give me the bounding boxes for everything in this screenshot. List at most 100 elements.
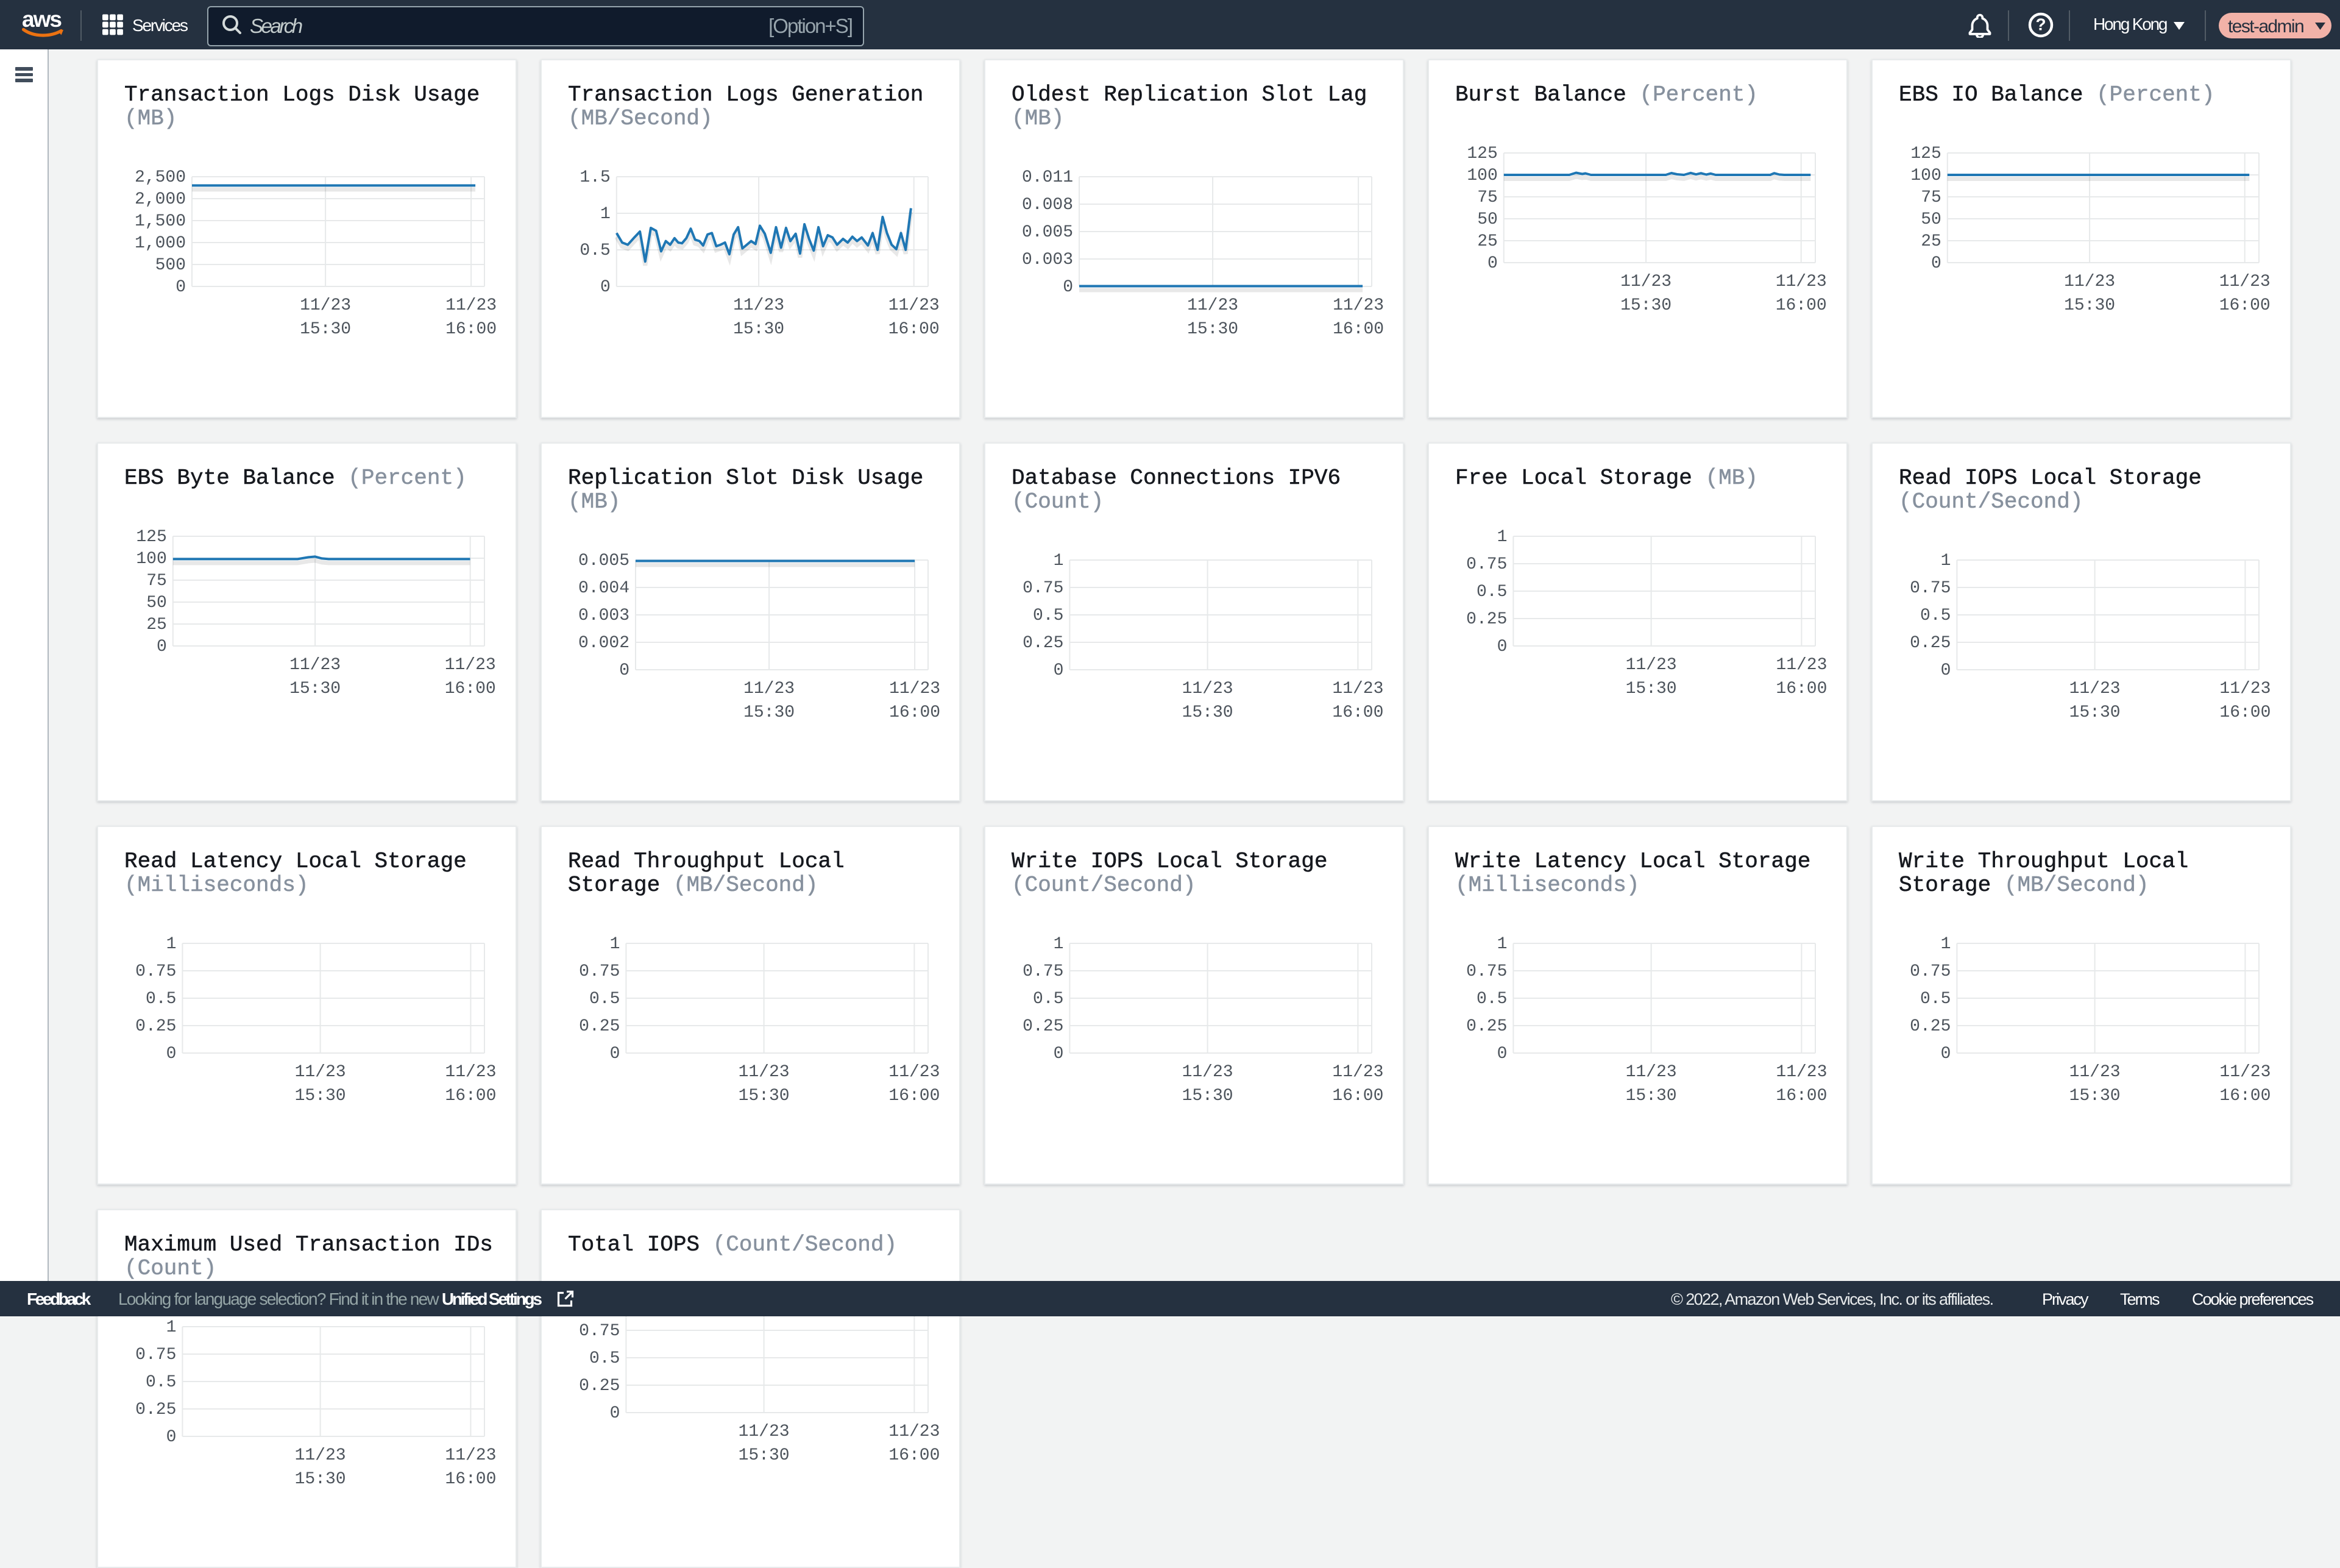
svg-text:11/23: 11/23 <box>1182 679 1233 698</box>
svg-text:aws: aws <box>22 10 62 32</box>
svg-text:0: 0 <box>1054 661 1064 680</box>
svg-text:1: 1 <box>600 205 611 224</box>
svg-text:16:00: 16:00 <box>2219 1087 2271 1105</box>
svg-text:11/23: 11/23 <box>739 1422 790 1441</box>
svg-text:0.5: 0.5 <box>146 990 176 1009</box>
svg-text:0.75: 0.75 <box>1466 962 1507 981</box>
svg-text:0.011: 0.011 <box>1022 168 1073 187</box>
svg-text:16:00: 16:00 <box>2219 703 2271 722</box>
svg-text:0: 0 <box>619 661 629 680</box>
svg-text:16:00: 16:00 <box>445 320 497 339</box>
svg-text:0.25: 0.25 <box>1466 1017 1507 1036</box>
svg-text:0.5: 0.5 <box>1033 990 1063 1009</box>
svg-text:16:00: 16:00 <box>445 679 496 698</box>
svg-text:50: 50 <box>1921 210 1941 229</box>
svg-text:16:00: 16:00 <box>1332 703 1383 722</box>
svg-text:0.75: 0.75 <box>1023 962 1063 981</box>
svg-text:100: 100 <box>1910 166 1941 185</box>
svg-text:125: 125 <box>1910 144 1941 163</box>
svg-text:15:30: 15:30 <box>2064 296 2115 315</box>
svg-text:11/23: 11/23 <box>1332 1063 1383 1082</box>
svg-text:0: 0 <box>1497 637 1508 656</box>
svg-text:11/23: 11/23 <box>2219 1063 2271 1082</box>
svg-text:0.75: 0.75 <box>1910 962 1951 981</box>
svg-text:0: 0 <box>1487 254 1498 273</box>
svg-text:11/23: 11/23 <box>2064 272 2115 291</box>
svg-text:0.25: 0.25 <box>1910 1017 1951 1036</box>
svg-text:0: 0 <box>1054 1045 1064 1063</box>
svg-text:16:00: 16:00 <box>888 1087 940 1105</box>
svg-text:11/23: 11/23 <box>889 679 940 698</box>
svg-text:0: 0 <box>157 637 167 656</box>
svg-text:0.5: 0.5 <box>589 1349 620 1368</box>
svg-text:0.5: 0.5 <box>146 1373 176 1392</box>
svg-text:15:30: 15:30 <box>1626 679 1677 698</box>
svg-text:11/23: 11/23 <box>295 1063 346 1082</box>
svg-text:25: 25 <box>1477 232 1498 251</box>
svg-text:0.5: 0.5 <box>1920 606 1951 625</box>
svg-text:0.008: 0.008 <box>1022 196 1073 215</box>
svg-text:100: 100 <box>1467 166 1497 185</box>
svg-text:15:30: 15:30 <box>2069 1087 2121 1105</box>
svg-text:2,000: 2,000 <box>135 190 186 209</box>
svg-text:0.5: 0.5 <box>1920 990 1951 1009</box>
svg-text:16:00: 16:00 <box>445 1087 496 1105</box>
svg-text:16:00: 16:00 <box>1776 679 1827 698</box>
svg-text:1,500: 1,500 <box>135 212 186 231</box>
svg-text:0: 0 <box>610 1045 620 1063</box>
svg-text:15:30: 15:30 <box>1626 1087 1677 1105</box>
svg-text:11/23: 11/23 <box>733 296 784 315</box>
svg-text:75: 75 <box>1477 188 1498 207</box>
svg-text:11/23: 11/23 <box>2069 679 2121 698</box>
svg-text:11/23: 11/23 <box>888 1422 940 1441</box>
svg-text:1: 1 <box>1054 552 1064 570</box>
svg-text:11/23: 11/23 <box>445 296 497 315</box>
svg-text:16:00: 16:00 <box>1776 1087 1827 1105</box>
svg-text:1,000: 1,000 <box>135 234 186 253</box>
svg-text:0: 0 <box>166 1428 177 1447</box>
svg-text:0.75: 0.75 <box>135 962 176 981</box>
svg-text:1: 1 <box>1497 935 1508 954</box>
svg-text:16:00: 16:00 <box>888 320 940 339</box>
svg-text:16:00: 16:00 <box>1333 320 1384 339</box>
svg-text:0.75: 0.75 <box>1466 555 1507 574</box>
svg-text:1: 1 <box>166 1318 177 1337</box>
svg-text:500: 500 <box>155 256 186 275</box>
svg-text:11/23: 11/23 <box>2219 679 2271 698</box>
svg-text:11/23: 11/23 <box>1620 272 1672 291</box>
svg-text:0.75: 0.75 <box>579 1322 620 1341</box>
svg-text:0.25: 0.25 <box>1466 610 1507 629</box>
svg-text:0.25: 0.25 <box>135 1400 176 1419</box>
svg-text:0: 0 <box>176 278 186 297</box>
svg-text:16:00: 16:00 <box>888 1446 940 1465</box>
svg-text:11/23: 11/23 <box>1776 272 1827 291</box>
svg-text:0.75: 0.75 <box>135 1346 176 1364</box>
svg-text:50: 50 <box>1477 210 1498 229</box>
svg-text:11/23: 11/23 <box>888 296 940 315</box>
svg-text:11/23: 11/23 <box>289 656 341 675</box>
svg-text:11/23: 11/23 <box>445 656 496 675</box>
svg-text:0.5: 0.5 <box>1033 606 1063 625</box>
svg-text:1: 1 <box>1941 935 1951 954</box>
svg-text:0.5: 0.5 <box>580 241 610 260</box>
svg-text:0.005: 0.005 <box>1022 223 1073 242</box>
svg-text:125: 125 <box>136 528 166 547</box>
svg-text:0.004: 0.004 <box>578 579 629 598</box>
svg-text:15:30: 15:30 <box>1182 703 1233 722</box>
svg-text:11/23: 11/23 <box>445 1446 496 1465</box>
svg-text:15:30: 15:30 <box>295 1087 346 1105</box>
svg-text:15:30: 15:30 <box>2069 703 2121 722</box>
svg-text:0.75: 0.75 <box>1910 579 1951 598</box>
svg-text:2,500: 2,500 <box>135 168 186 187</box>
svg-text:15:30: 15:30 <box>289 679 341 698</box>
svg-text:11/23: 11/23 <box>1333 296 1384 315</box>
svg-text:0.5: 0.5 <box>589 990 620 1009</box>
svg-text:11/23: 11/23 <box>1187 296 1238 315</box>
svg-text:0.002: 0.002 <box>578 634 629 653</box>
svg-text:100: 100 <box>136 550 166 569</box>
svg-text:125: 125 <box>1467 144 1497 163</box>
svg-text:11/23: 11/23 <box>1626 1063 1677 1082</box>
svg-text:50: 50 <box>146 594 167 612</box>
svg-text:1: 1 <box>166 935 177 954</box>
svg-text:11/23: 11/23 <box>1332 679 1383 698</box>
